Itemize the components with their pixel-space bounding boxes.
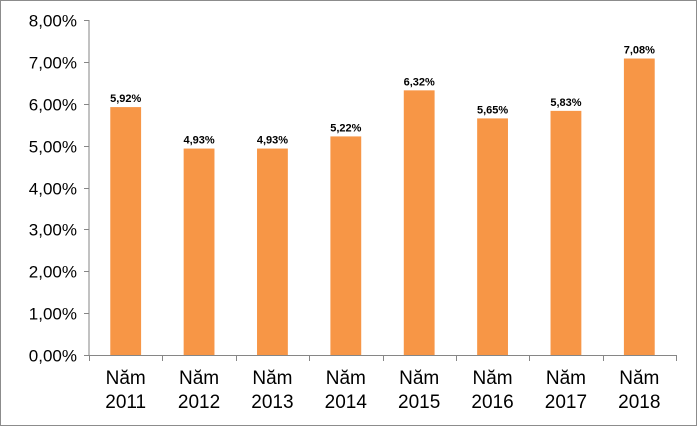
x-tick-label: 2011 — [105, 392, 146, 413]
bar — [183, 148, 215, 355]
x-tick-label: Năm — [619, 368, 659, 389]
data-label: 4,93% — [257, 135, 288, 147]
x-tick-label: 2017 — [545, 392, 587, 413]
data-label: 5,65% — [477, 104, 508, 116]
x-tick-label: Năm — [473, 368, 513, 389]
y-tick-label: 1,00% — [29, 305, 77, 324]
data-label: 7,08% — [624, 45, 655, 57]
bars — [110, 58, 655, 356]
data-label: 4,93% — [183, 135, 214, 147]
x-axis: Năm 2011 Năm 2012 Năm 2013 Năm 2014 Năm 2015 Năm 20… — [89, 355, 677, 413]
x-tick-label: 2015 — [398, 392, 440, 413]
y-tick-label: 2,00% — [29, 263, 77, 282]
y-tick-label: 4,00% — [29, 180, 77, 199]
x-tick-label: Năm — [252, 368, 292, 389]
data-label: 5,92% — [110, 93, 141, 105]
x-tick-label: 2014 — [325, 392, 368, 413]
data-labels: 5,92% 4,93% 4,93% 5,22% 6,32% 5,65% 5,83% 7,08% — [110, 45, 655, 147]
x-tick-label: Năm — [106, 368, 146, 389]
y-axis: 0,00% 1,00% 2,00% 3,00% 4,00% 5,00% 6,00% 7,00%… — [29, 12, 90, 366]
y-tick-label: 8,00% — [29, 12, 77, 31]
x-tick-label: Năm — [546, 368, 586, 389]
bar — [110, 107, 142, 355]
y-tick-label: 3,00% — [29, 221, 77, 240]
bar — [550, 110, 582, 356]
x-tick-label: Năm — [399, 368, 439, 389]
y-tick-label: 0,00% — [29, 347, 77, 366]
bar — [403, 90, 435, 355]
data-label: 5,83% — [550, 97, 581, 109]
x-tick-label: Năm — [179, 368, 219, 389]
x-tick-label: 2016 — [471, 392, 513, 413]
data-label: 6,32% — [404, 76, 435, 88]
y-tick-label: 5,00% — [29, 138, 77, 157]
bar — [623, 58, 655, 356]
x-tick-label: 2012 — [178, 392, 220, 413]
y-tick-label: 7,00% — [29, 54, 77, 73]
bar — [477, 118, 508, 355]
x-tick-label: 2013 — [251, 392, 293, 413]
x-tick-label: Năm — [326, 368, 366, 389]
x-tick-label: 2018 — [618, 392, 660, 413]
bar — [330, 136, 362, 355]
y-tick-label: 6,00% — [29, 96, 77, 115]
data-label: 5,22% — [330, 122, 361, 134]
bar — [257, 148, 288, 355]
